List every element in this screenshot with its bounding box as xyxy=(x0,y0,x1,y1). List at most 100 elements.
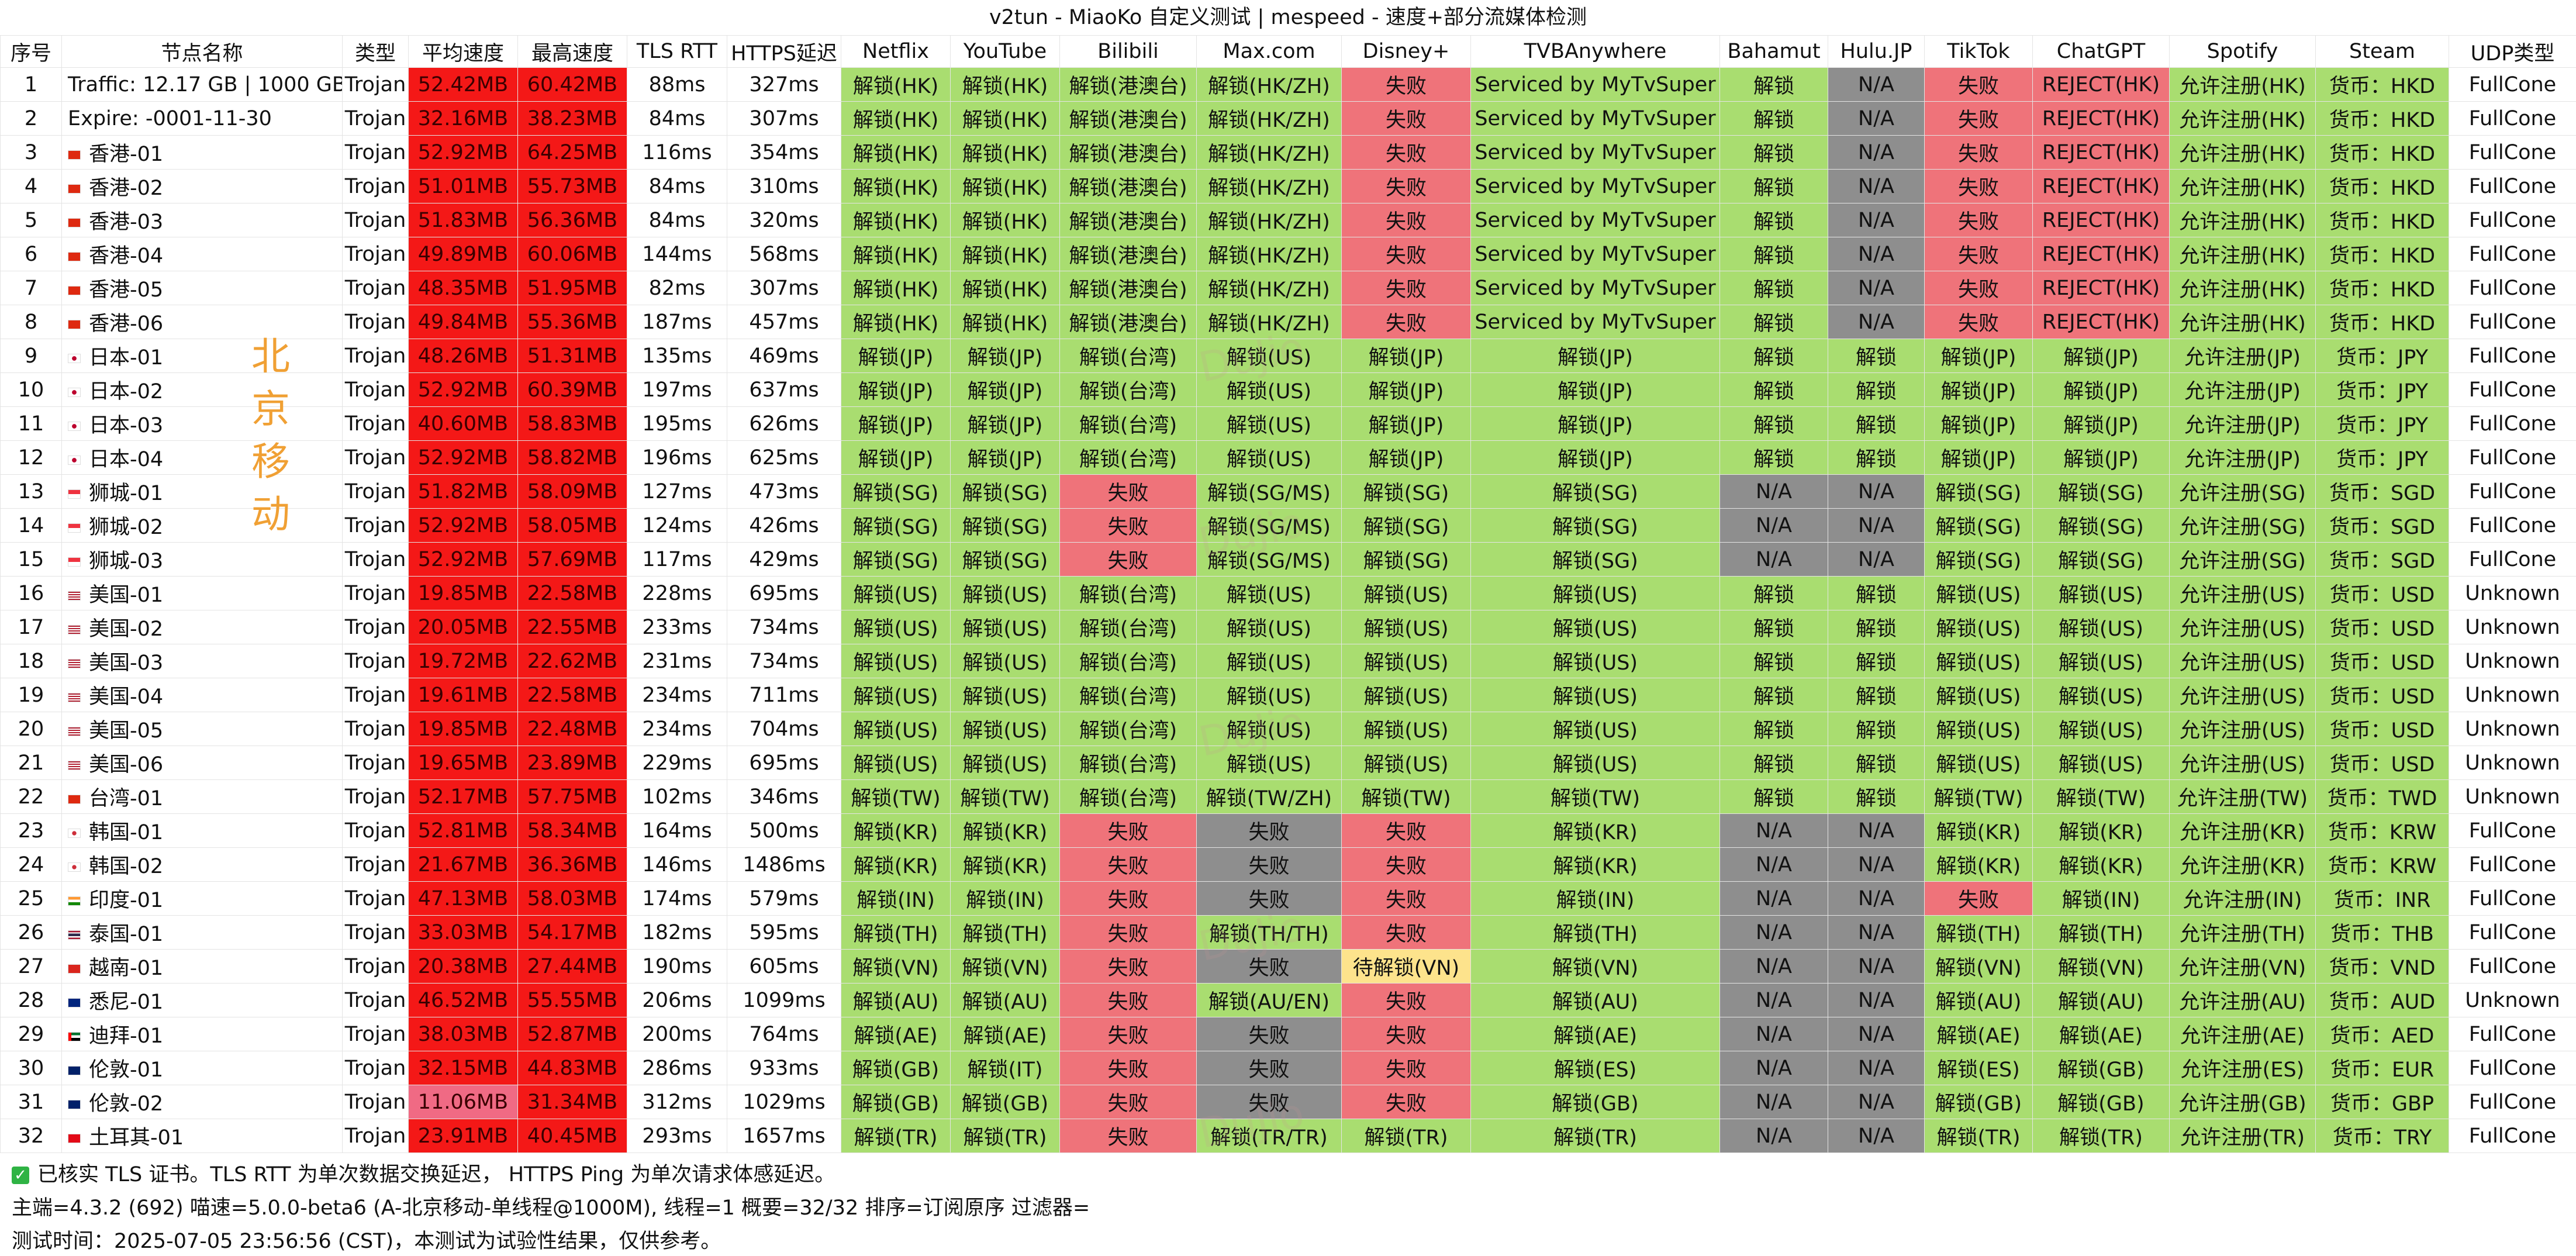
cell-最高速度: 22.62MB xyxy=(517,644,627,678)
flag-gb-icon xyxy=(68,1066,81,1075)
cell-最高速度: 58.05MB xyxy=(517,508,627,543)
cell-TLS RTT: 117ms xyxy=(627,542,727,577)
cell-Bilibili: 失败 xyxy=(1059,881,1197,916)
cell-类型: Trojan xyxy=(342,1085,409,1119)
cell-类型: Trojan xyxy=(342,678,409,712)
cell-Bilibili: 解锁(台湾) xyxy=(1059,576,1197,610)
cell-节点名称: 迪拜-01 xyxy=(61,1017,343,1051)
table-row: 29 迪拜-01 Trojan 38.03MB 52.87MB 200ms 764ms 解锁(… xyxy=(0,1017,2576,1051)
column-header[interactable]: TVBAnywhere xyxy=(1470,35,1720,68)
cell-Steam: 货币：TRY xyxy=(2315,1119,2449,1153)
table-row: 3 香港-01 Trojan 52.92MB 64.25MB 116ms 354ms 解锁(H… xyxy=(0,135,2576,170)
cell-TikTok: 解锁(US) xyxy=(1924,644,2033,678)
column-header[interactable]: Bilibili xyxy=(1059,35,1197,68)
cell-最高速度: 44.83MB xyxy=(517,1051,627,1085)
cell-TVBAnywhere: Serviced by MyTvSuper xyxy=(1470,169,1720,203)
cell-TLS RTT: 190ms xyxy=(627,949,727,984)
cell-TVBAnywhere: 解锁(JP) xyxy=(1470,440,1720,475)
column-header[interactable]: 类型 xyxy=(342,35,409,68)
node-name: 香港-03 xyxy=(89,211,164,234)
cell-TLS RTT: 84ms xyxy=(627,101,727,136)
node-name: Expire: -0001-11-30 xyxy=(68,106,272,130)
cell-TLS RTT: 102ms xyxy=(627,779,727,814)
cell-类型: Trojan xyxy=(342,237,409,271)
column-header[interactable]: Disney+ xyxy=(1341,35,1471,68)
cell-Bahamut: 解锁 xyxy=(1719,101,1828,136)
cell-Bilibili: 解锁(台湾) xyxy=(1059,712,1197,746)
cell-平均速度: 52.92MB xyxy=(408,542,518,577)
cell-TVBAnywhere: 解锁(SG) xyxy=(1470,474,1720,509)
cell-Steam: 货币：JPY xyxy=(2315,440,2449,475)
column-header[interactable]: HTTPS延迟 xyxy=(727,35,841,68)
cell-Steam: 货币：HKD xyxy=(2315,203,2449,237)
cell-TLS RTT: 144ms xyxy=(627,237,727,271)
cell-Spotify: 允许注册(JP) xyxy=(2169,339,2316,373)
cell-YouTube: 解锁(KR) xyxy=(950,813,1060,848)
cell-TLS RTT: 197ms xyxy=(627,372,727,407)
cell-Bilibili: 失败 xyxy=(1059,508,1197,543)
cell-节点名称: 韩国-02 xyxy=(61,847,343,882)
cell-Steam: 货币：THB xyxy=(2315,915,2449,950)
cell-序号: 26 xyxy=(0,915,62,950)
cell-序号: 3 xyxy=(0,135,62,170)
flag-sg-icon xyxy=(68,557,81,567)
cell-Hulu.JP: 解锁 xyxy=(1828,372,1925,407)
cell-Spotify: 允许注册(SG) xyxy=(2169,542,2316,577)
cell-Steam: 货币：KRW xyxy=(2315,847,2449,882)
column-header[interactable]: Bahamut xyxy=(1719,35,1828,68)
cell-TikTok: 解锁(SG) xyxy=(1924,542,2033,577)
cell-序号: 17 xyxy=(0,610,62,644)
cell-Max.com: 解锁(HK/ZH) xyxy=(1196,67,1342,102)
cell-TVBAnywhere: 解锁(US) xyxy=(1470,610,1720,644)
cell-平均速度: 52.92MB xyxy=(408,508,518,543)
cell-UDP类型: FullCone xyxy=(2449,1119,2576,1153)
cell-Hulu.JP: 解锁 xyxy=(1828,779,1925,814)
cell-序号: 1 xyxy=(0,67,62,102)
cell-UDP类型: Unknown xyxy=(2449,746,2576,780)
node-name: 美国-06 xyxy=(89,753,164,777)
results-table: 序号 节点名称 类型 平均速度 最高速度 TLS RTT HTTPS延迟 Netflix You… xyxy=(0,35,2576,1153)
column-header[interactable]: TLS RTT xyxy=(627,35,727,68)
column-header[interactable]: YouTube xyxy=(950,35,1060,68)
cell-TVBAnywhere: Serviced by MyTvSuper xyxy=(1470,101,1720,136)
cell-ChatGPT: REJECT(HK) xyxy=(2032,135,2170,170)
cell-TikTok: 失败 xyxy=(1924,67,2033,102)
column-header[interactable]: Steam xyxy=(2315,35,2449,68)
cell-节点名称: 美国-02 xyxy=(61,610,343,644)
column-header[interactable]: Netflix xyxy=(841,35,951,68)
cell-Bahamut: 解锁 xyxy=(1719,576,1828,610)
column-header[interactable]: 最高速度 xyxy=(517,35,627,68)
cell-UDP类型: FullCone xyxy=(2449,101,2576,136)
cell-Steam: 货币：HKD xyxy=(2315,237,2449,271)
column-header[interactable]: ChatGPT xyxy=(2032,35,2170,68)
table-row: 32 土耳其-01 Trojan 23.91MB 40.45MB 293ms 1657ms 解… xyxy=(0,1119,2576,1153)
cell-平均速度: 20.38MB xyxy=(408,949,518,984)
cell-TVBAnywhere: 解锁(JP) xyxy=(1470,339,1720,373)
cell-TLS RTT: 174ms xyxy=(627,881,727,916)
column-header[interactable]: Spotify xyxy=(2169,35,2316,68)
table-row: 12 日本-04 Trojan 52.92MB 58.82MB 196ms 625ms 解锁(… xyxy=(0,440,2576,475)
cell-UDP类型: Unknown xyxy=(2449,983,2576,1017)
column-header[interactable]: 序号 xyxy=(0,35,62,68)
cell-最高速度: 36.36MB xyxy=(517,847,627,882)
column-header[interactable]: Max.com xyxy=(1196,35,1342,68)
cell-序号: 13 xyxy=(0,474,62,509)
cell-最高速度: 52.87MB xyxy=(517,1017,627,1051)
column-header[interactable]: UDP类型 xyxy=(2449,35,2576,68)
cell-ChatGPT: REJECT(HK) xyxy=(2032,101,2170,136)
cell-平均速度: 49.89MB xyxy=(408,237,518,271)
column-header[interactable]: 平均速度 xyxy=(408,35,518,68)
column-header[interactable]: Hulu.JP xyxy=(1828,35,1925,68)
cell-TLS RTT: 84ms xyxy=(627,203,727,237)
cell-TVBAnywhere: 解锁(US) xyxy=(1470,644,1720,678)
cell-Bahamut: 解锁 xyxy=(1719,712,1828,746)
cell-TVBAnywhere: 解锁(US) xyxy=(1470,576,1720,610)
footer-line-2: 主端=4.3.2 (692) 喵速=5.0.0-beta6 (A-北京移动-单线… xyxy=(12,1196,1090,1220)
cell-最高速度: 57.75MB xyxy=(517,779,627,814)
cell-UDP类型: FullCone xyxy=(2449,542,2576,577)
cell-Disney+: 失败 xyxy=(1341,237,1471,271)
column-header[interactable]: TikTok xyxy=(1924,35,2033,68)
cell-Bahamut: 解锁 xyxy=(1719,271,1828,305)
flag-th-icon xyxy=(68,930,81,940)
column-header[interactable]: 节点名称 xyxy=(61,35,343,68)
